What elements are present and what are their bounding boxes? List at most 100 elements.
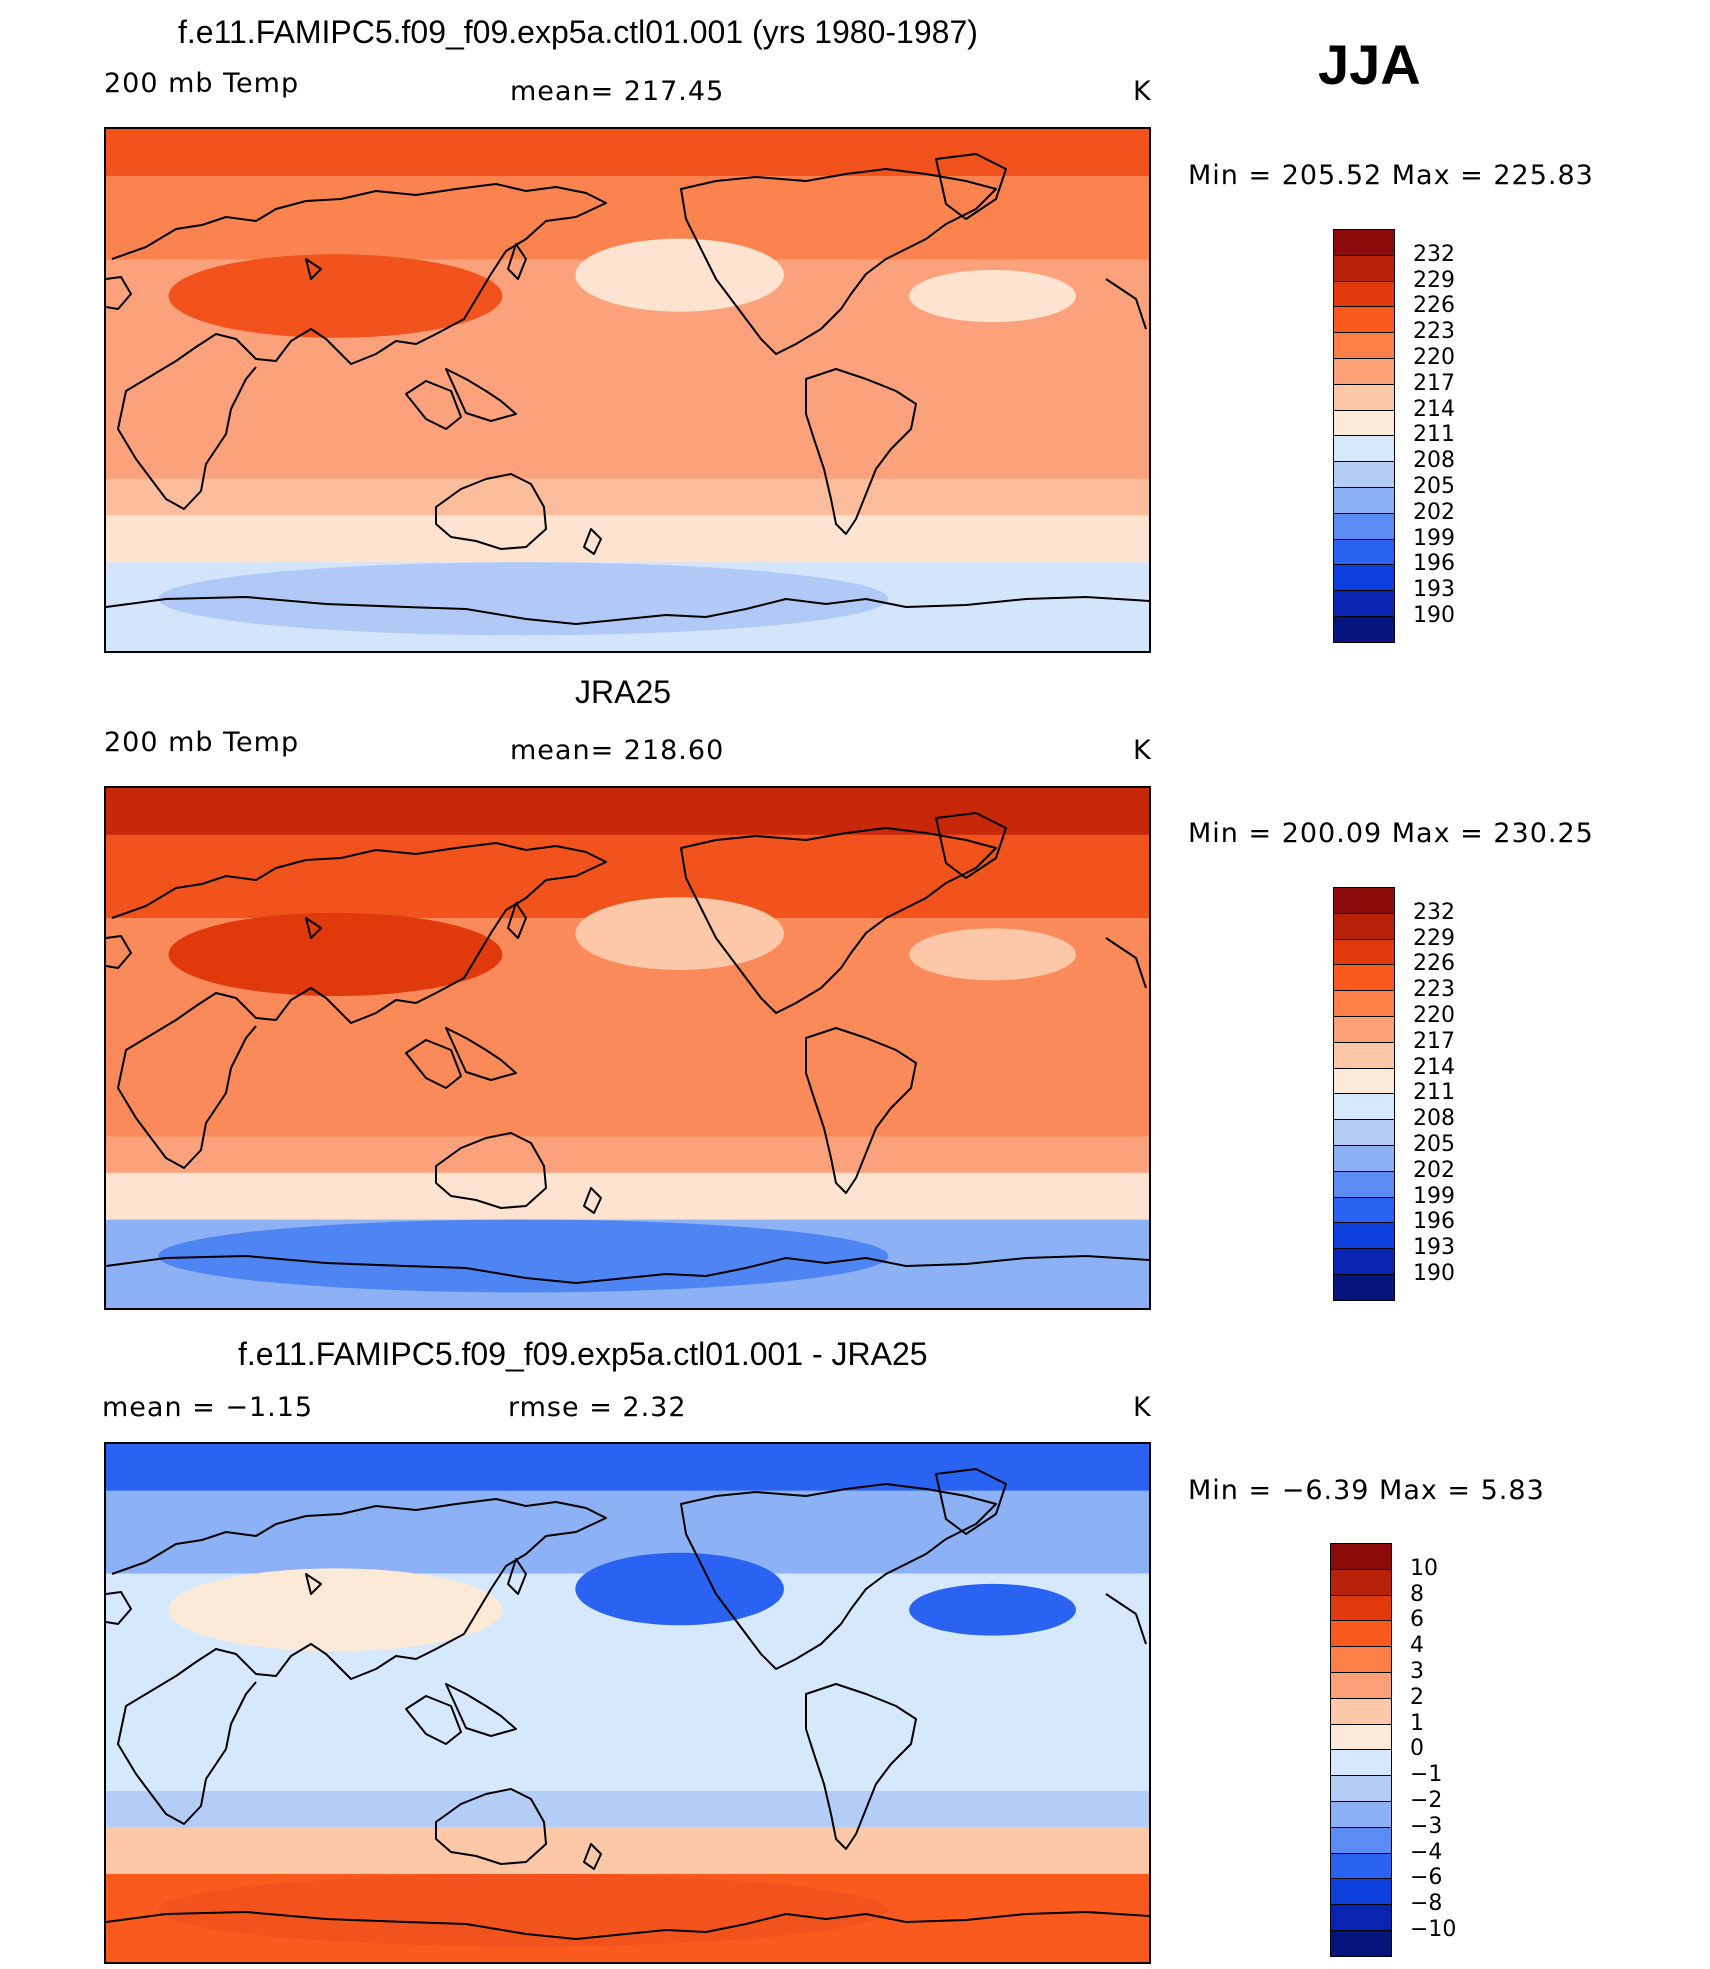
min-max-label: Min = 205.52 Max = 225.83 [1188, 160, 1594, 191]
colorbar-label: 4 [1410, 1633, 1424, 1659]
colorbar-swatch [1333, 887, 1395, 915]
colorbar-swatch [1330, 1697, 1392, 1726]
coastline [680, 827, 997, 1014]
coastline [405, 380, 462, 430]
colorbar-swatch [1333, 1170, 1395, 1199]
coastline [106, 596, 1149, 625]
contour-band [106, 1136, 1149, 1174]
colorbar-swatch [1333, 938, 1395, 966]
contour-blob [575, 238, 784, 312]
map-difference [104, 1442, 1151, 1964]
coastline [405, 1695, 462, 1745]
colorbar-swatch [1333, 1145, 1395, 1173]
colorbar-swatch [1333, 616, 1395, 644]
colorbar-swatch [1333, 332, 1395, 360]
colorbar-swatch [1330, 1826, 1392, 1855]
colorbar-swatch [1333, 1067, 1395, 1095]
warm-anomaly [168, 254, 503, 338]
colorbar-swatch [1330, 1878, 1392, 1906]
colorbar-swatch [1333, 964, 1395, 992]
coastline [935, 812, 1007, 879]
variable-label: 200 mb Temp [104, 68, 300, 99]
colorbar-label: 196 [1413, 551, 1455, 577]
min-max-label: Min = 200.09 Max = 230.25 [1188, 818, 1594, 849]
colorbar-swatch [1333, 358, 1395, 386]
mean-diff-label: mean = −1.15 [102, 1392, 314, 1423]
colorbar-swatch [1330, 1749, 1392, 1777]
colorbar-label: 8 [1410, 1581, 1424, 1607]
colorbar-label: 10 [1410, 1555, 1438, 1581]
units-label: K [1133, 735, 1152, 766]
colorbar-label: 0 [1410, 1736, 1424, 1762]
contour-band [106, 1827, 1149, 1875]
coastline [583, 528, 602, 555]
colorbar-label: 205 [1413, 1132, 1455, 1157]
contour-blob [575, 1552, 784, 1626]
colorbar-label: 226 [1413, 293, 1455, 319]
colorbar-label: 208 [1413, 448, 1455, 474]
colorbar-swatch [1333, 229, 1395, 257]
units-label: K [1133, 76, 1152, 107]
coastline [435, 1132, 547, 1209]
colorbar-label: −2 [1410, 1788, 1443, 1813]
colorbar-label: 202 [1413, 499, 1455, 525]
coastline [305, 1573, 322, 1595]
colorbar-swatch [1330, 1620, 1392, 1648]
colorbar-label: 190 [1413, 603, 1455, 628]
coastline [435, 1788, 547, 1865]
coastline [111, 842, 607, 1169]
colorbar-swatch [1333, 306, 1395, 334]
colorbar-label: 220 [1413, 345, 1455, 370]
contour-blob [909, 1583, 1076, 1636]
colorbar-label: 208 [1413, 1106, 1455, 1132]
coastline [805, 368, 917, 535]
colorbar-label: 196 [1413, 1209, 1455, 1235]
coastline [305, 917, 322, 939]
colorbar-label: 229 [1413, 925, 1455, 951]
contour-band [106, 1172, 1149, 1221]
panel-title: JRA25 [575, 674, 672, 710]
colorbar-swatch [1333, 512, 1395, 541]
colorbar-label: 211 [1413, 422, 1455, 448]
colorbar-label: 2 [1410, 1684, 1424, 1710]
coastline [1105, 1593, 1147, 1645]
colorbar-label: 232 [1413, 899, 1455, 925]
mean-label: mean= 217.45 [510, 76, 725, 107]
panel-title: f.e11.FAMIPC5.f09_f09.exp5a.ctl01.001 - … [238, 1336, 928, 1372]
colorbar-swatch [1330, 1568, 1392, 1597]
map-model [104, 127, 1151, 653]
colorbar-label: 193 [1413, 1235, 1455, 1261]
colorbar-label: 223 [1413, 977, 1455, 1003]
coastline [507, 1558, 527, 1595]
coastline [106, 276, 132, 310]
coastline [805, 1683, 917, 1850]
coastline [106, 1911, 1149, 1940]
colorbar-label: 232 [1413, 241, 1455, 267]
colorbar-swatch [1330, 1904, 1392, 1932]
variable-label: 200 mb Temp [104, 727, 300, 758]
coastline [111, 183, 607, 510]
colorbar-label: −6 [1410, 1865, 1443, 1891]
colorbar-label: 211 [1413, 1080, 1455, 1106]
colorbar-label: −1 [1410, 1762, 1443, 1788]
contour-band [106, 788, 1149, 836]
colorbar-label: 223 [1413, 319, 1455, 345]
coastline [445, 1027, 517, 1081]
colorbar-swatch [1333, 1196, 1395, 1224]
colorbar-swatch [1333, 590, 1395, 618]
colorbar-swatch [1333, 487, 1395, 515]
colorbar-swatch [1333, 1274, 1395, 1302]
coastline [1105, 937, 1147, 989]
colorbar-label: 226 [1413, 951, 1455, 977]
colorbar-swatch [1333, 1222, 1395, 1250]
colorbar-label: 220 [1413, 1003, 1455, 1028]
colorbar-swatch [1333, 254, 1395, 283]
warm-anomaly [168, 1568, 503, 1652]
contour-band [106, 1444, 1149, 1492]
colorbar-swatch [1330, 1930, 1392, 1958]
coastline [507, 902, 527, 939]
colorbar-label: 3 [1410, 1659, 1424, 1684]
coastline [680, 168, 997, 355]
colorbar-swatch [1333, 1248, 1395, 1276]
colorbar-swatch [1333, 383, 1395, 412]
